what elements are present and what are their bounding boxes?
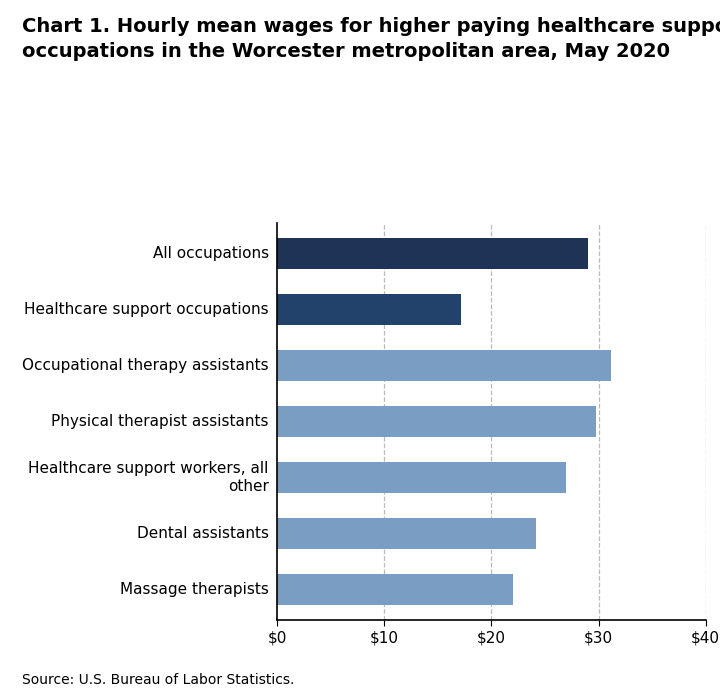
Bar <box>277 518 536 549</box>
Bar <box>277 294 462 325</box>
Text: Source: U.S. Bureau of Labor Statistics.: Source: U.S. Bureau of Labor Statistics. <box>22 673 294 687</box>
Bar <box>277 574 513 605</box>
Text: Chart 1. Hourly mean wages for higher paying healthcare support
occupations in t: Chart 1. Hourly mean wages for higher pa… <box>22 17 720 61</box>
Bar <box>277 462 567 493</box>
Bar <box>277 238 588 269</box>
Bar <box>277 351 611 381</box>
Bar <box>277 406 596 437</box>
